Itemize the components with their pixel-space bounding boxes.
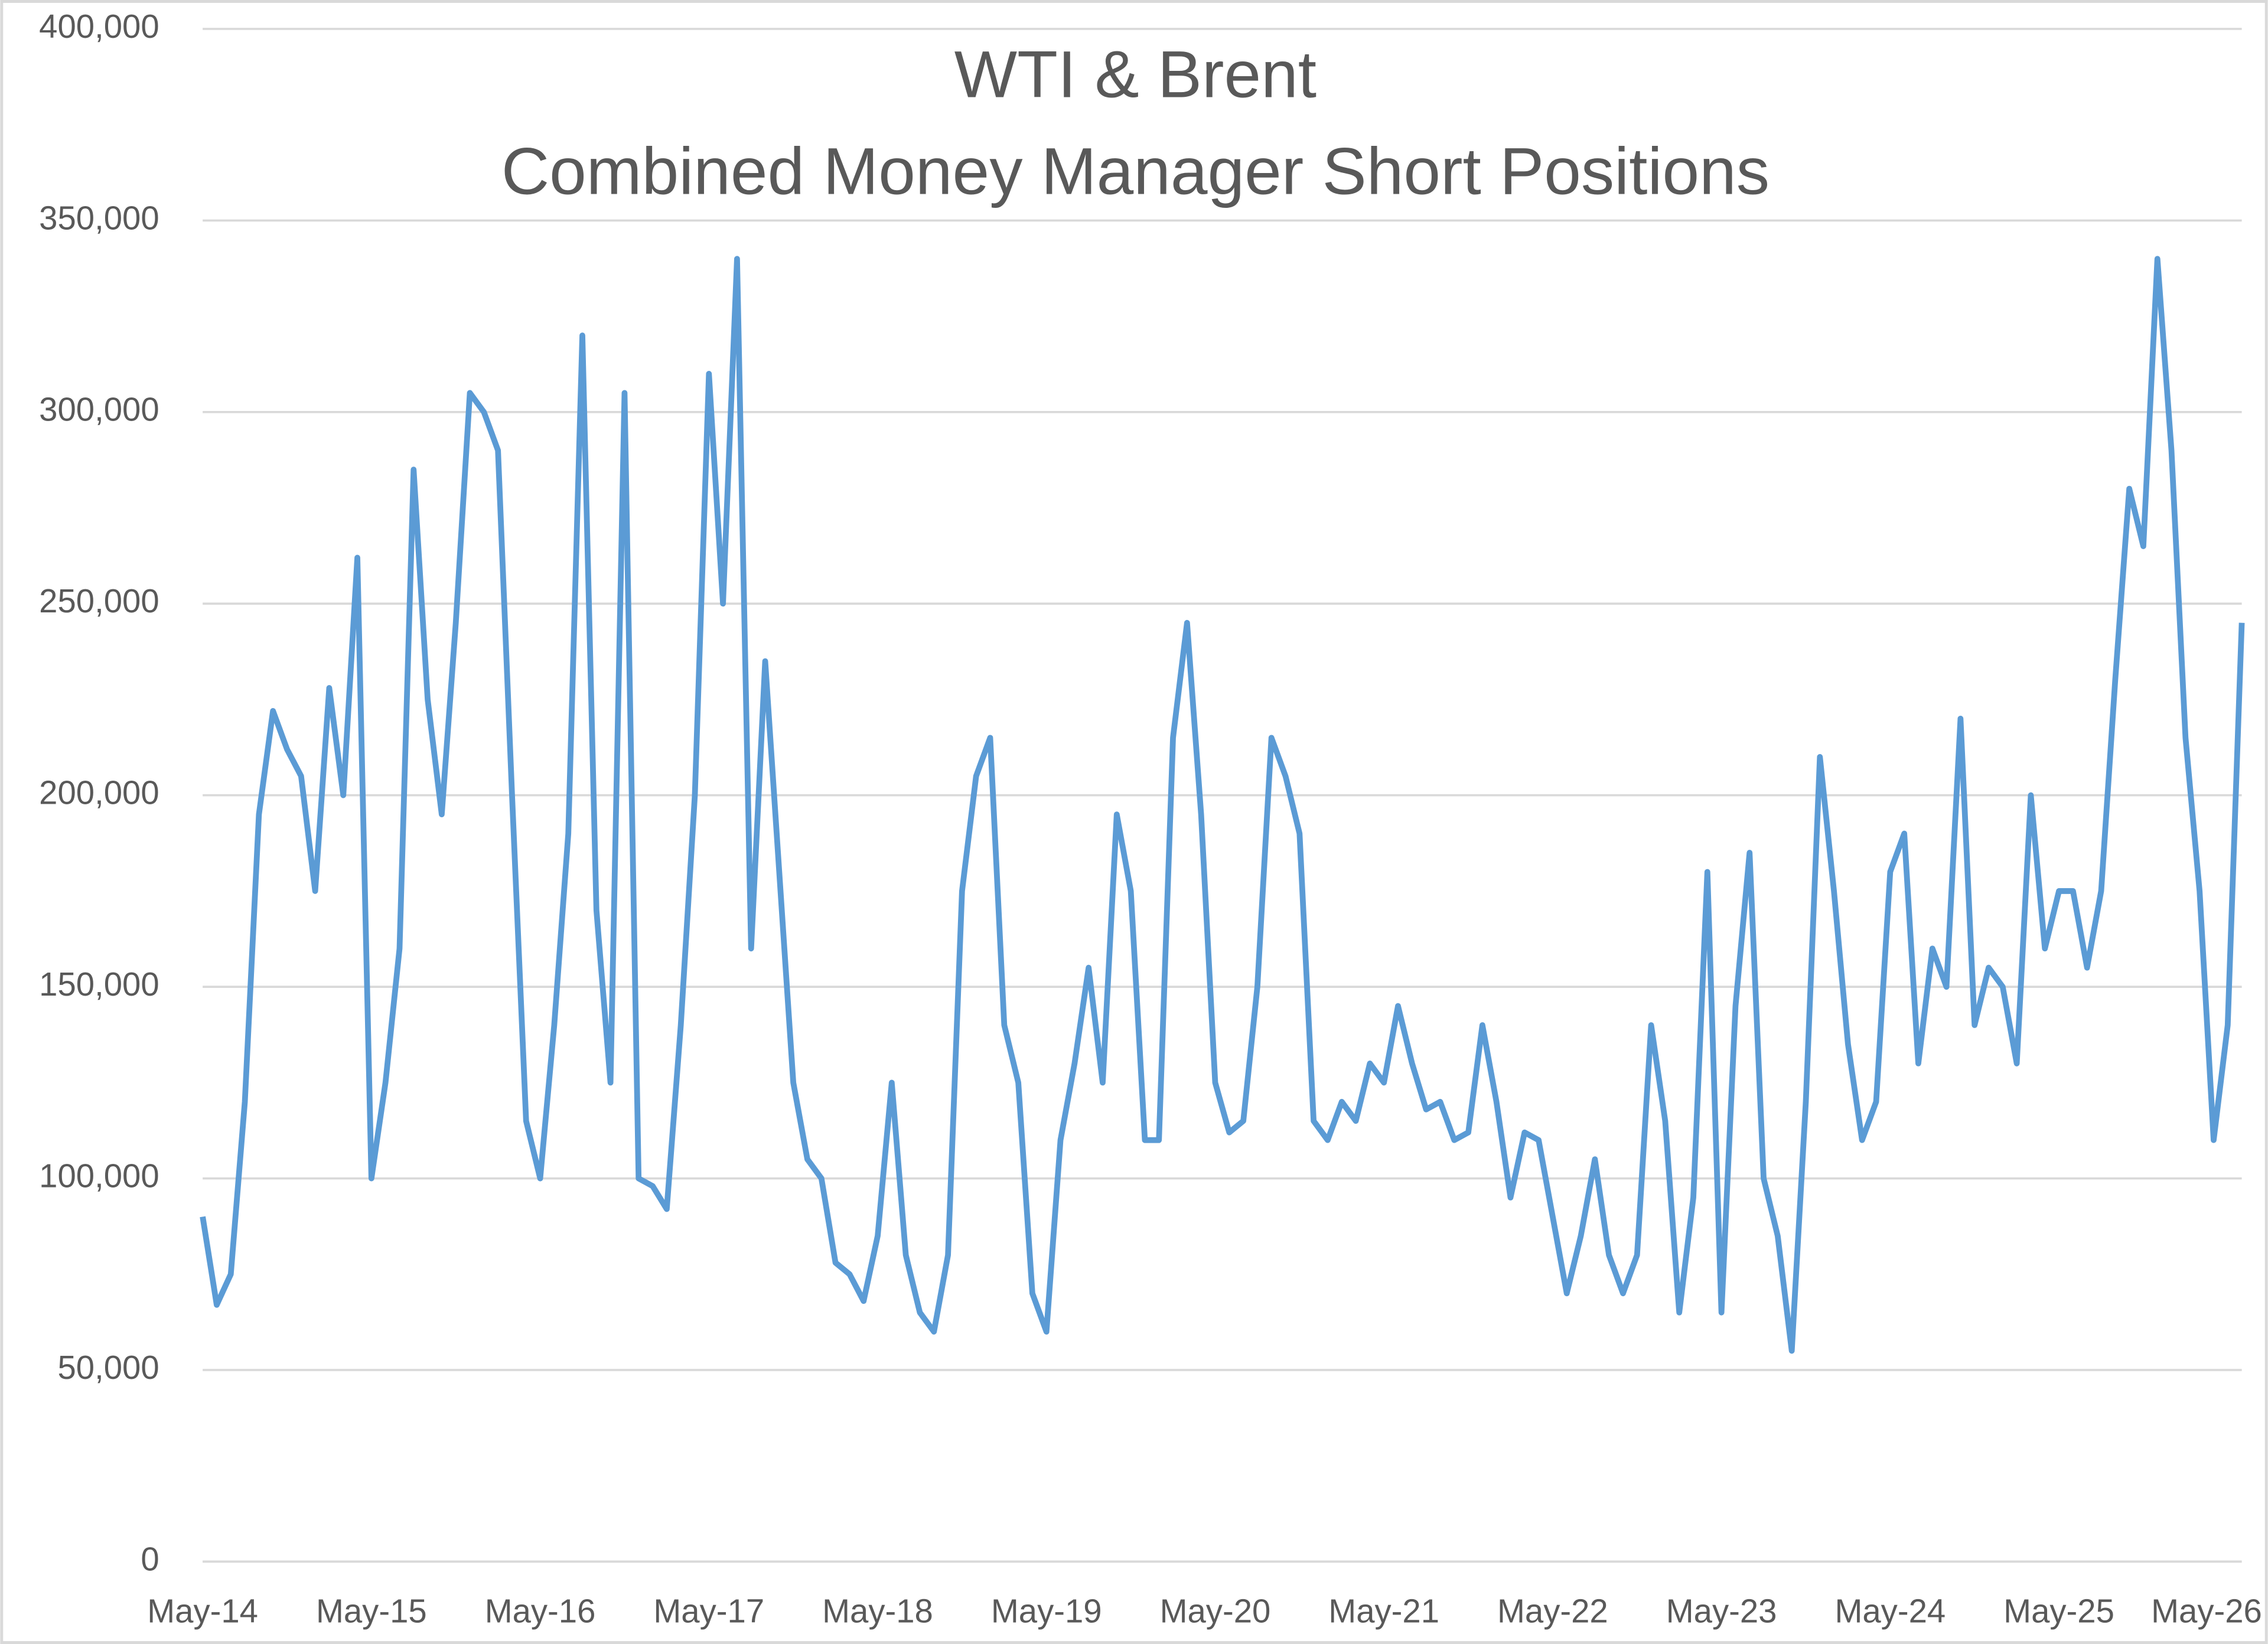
- y-tick-label: 250,000: [39, 582, 159, 619]
- y-tick-label: 200,000: [39, 774, 159, 811]
- data-line: [200, 256, 2245, 1354]
- chart-subtitle: Combined Money Manager Short Positions: [501, 133, 1770, 208]
- x-tick-label: May-18: [822, 1592, 933, 1629]
- y-tick-label: 50,000: [57, 1349, 159, 1386]
- y-tick-label: 150,000: [39, 965, 159, 1003]
- x-tick-label: May-19: [991, 1592, 1102, 1629]
- chart-title: WTI & Brent: [954, 37, 1317, 111]
- x-tick-label: May-25: [2003, 1592, 2114, 1629]
- y-tick-label: 100,000: [39, 1157, 159, 1194]
- x-tick-label: May-21: [1328, 1592, 1439, 1629]
- x-tick-label: May-20: [1160, 1592, 1271, 1629]
- x-tick-label: May-15: [316, 1592, 427, 1629]
- y-tick-label: 300,000: [39, 391, 159, 428]
- x-tick-label: May-14: [147, 1592, 258, 1629]
- x-tick-label: May-16: [485, 1592, 596, 1629]
- x-tick-label: May-23: [1666, 1592, 1777, 1629]
- x-tick-label: May-26: [2151, 1592, 2262, 1629]
- x-tick-label: May-24: [1834, 1592, 1946, 1629]
- y-tick-label: 0: [141, 1540, 159, 1577]
- x-tick-label: May-22: [1497, 1592, 1608, 1629]
- y-tick-label: 400,000: [39, 8, 159, 45]
- y-tick-label: 350,000: [39, 199, 159, 236]
- x-tick-label: May-17: [653, 1592, 764, 1629]
